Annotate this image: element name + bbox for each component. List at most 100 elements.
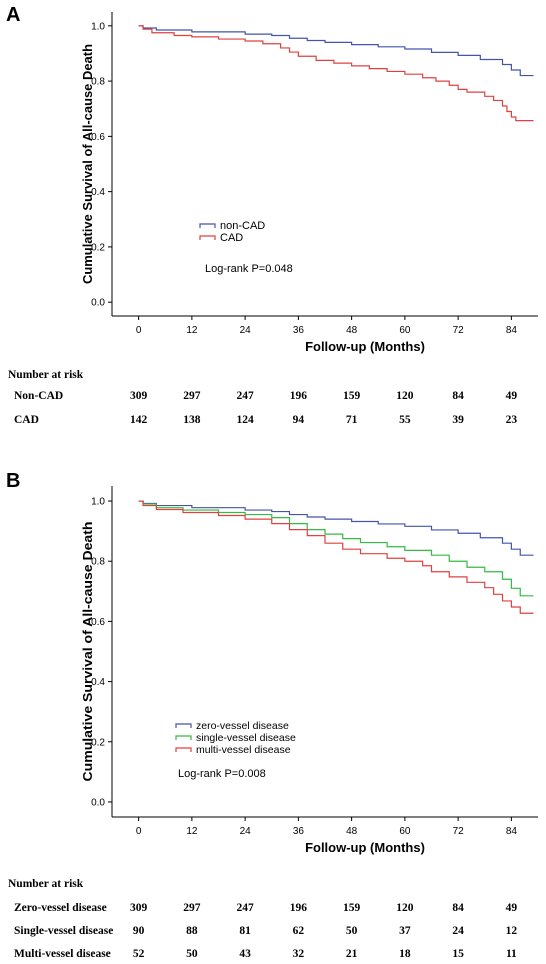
legend-swatch [199, 223, 216, 228]
risk-value: 15 [452, 948, 464, 960]
x-tick-label: 60 [399, 325, 411, 336]
risk-value: 49 [505, 902, 518, 914]
risk-value: 159 [343, 390, 361, 402]
risk-row-label: CAD [14, 414, 39, 426]
risk-value: 71 [345, 414, 358, 426]
risk-value: 196 [289, 902, 307, 914]
risk-value: 21 [345, 948, 358, 960]
risk-value: 62 [292, 925, 305, 937]
x-tick-label: 72 [453, 325, 465, 336]
risk-value: 12 [505, 925, 518, 937]
legend-swatch [175, 723, 192, 728]
y-tick-label: 0.2 [91, 737, 105, 748]
x-axis-label: Follow-up (Months) [305, 339, 425, 354]
risk-value: 196 [289, 390, 307, 402]
x-tick-label: 36 [293, 325, 305, 336]
panel-label: A [6, 4, 21, 26]
y-tick-label: 0.6 [91, 132, 105, 143]
y-tick-label: 0.8 [91, 557, 105, 568]
x-tick-label: 0 [136, 826, 142, 837]
legend-swatch [175, 747, 192, 752]
log-rank-annotation: Log-rank P=0.008 [178, 768, 266, 780]
x-tick-label: 24 [240, 826, 252, 837]
risk-value: 247 [236, 902, 254, 914]
y-tick-label: 1.0 [91, 497, 105, 508]
series-line-cad [138, 25, 534, 122]
legend-entry: zero-vessel disease [196, 720, 289, 732]
risk-value: 90 [132, 925, 145, 937]
series-line-non-cad [138, 25, 534, 77]
risk-value: 50 [345, 925, 358, 937]
y-tick-label: 0.0 [91, 797, 105, 808]
legend-swatch [175, 735, 192, 740]
survival-chart-b: 0.0 0.2 0.4 0.6 0.8 1.0 0 12 24 36 48 60 72 84 Follow-… [81, 486, 538, 855]
legend-entry: non-CAD [220, 220, 265, 232]
risk-value: 18 [399, 948, 411, 960]
legend-entry: multi-vessel disease [196, 744, 291, 756]
risk-value: 49 [505, 390, 518, 402]
x-axis-label: Follow-up (Months) [305, 840, 425, 855]
y-tick-label: 0.4 [91, 677, 105, 688]
risk-value: 24 [452, 925, 464, 937]
x-tick-label: 60 [399, 826, 411, 837]
y-axis-label: Cumulative Survival of All-cause Death [81, 44, 95, 284]
risk-row-label: Multi-vessel disease [14, 948, 111, 960]
x-tick-label: 48 [346, 826, 358, 837]
risk-value: 120 [396, 902, 414, 914]
x-tick-label: 72 [453, 826, 465, 837]
panel-label: B [6, 470, 21, 492]
risk-value: 120 [396, 390, 414, 402]
risk-row-label: Zero-vessel disease [14, 902, 107, 914]
risk-value: 11 [505, 948, 517, 960]
risk-value: 124 [236, 414, 254, 426]
y-axis-label: Cumulative Survival of All-cause Death [81, 522, 95, 782]
risk-value: 138 [183, 414, 201, 426]
panel-a: A 0.0 0.2 0.4 0.6 0.8 1.0 0 12 24 36 48 60 72 84 Follo… [0, 0, 546, 480]
risk-row-label: Single-vessel disease [14, 925, 114, 937]
x-tick-label: 12 [186, 325, 198, 336]
y-tick-label: 0.6 [91, 617, 105, 628]
risk-value: 142 [130, 414, 148, 426]
x-tick-label: 84 [506, 325, 518, 336]
risk-value: 23 [505, 414, 518, 426]
risk-row-label: Non-CAD [14, 390, 64, 402]
risk-value: 81 [239, 925, 251, 937]
risk-table-title: Number at risk [8, 369, 84, 381]
risk-value: 55 [399, 414, 411, 426]
risk-value: 84 [452, 390, 464, 402]
x-tick-label: 36 [293, 826, 305, 837]
series-line-zero-vessel-disease [138, 500, 534, 556]
risk-value: 297 [183, 902, 201, 914]
risk-value: 159 [343, 902, 361, 914]
risk-value: 43 [239, 948, 251, 960]
x-tick-label: 12 [186, 826, 198, 837]
risk-value: 52 [132, 948, 145, 960]
y-tick-label: 0.8 [91, 77, 105, 88]
risk-value: 37 [399, 925, 411, 937]
panel-b: B 0.0 0.2 0.4 0.6 0.8 1.0 0 12 24 36 48 60 72 84 Follo… [0, 470, 546, 964]
risk-value: 247 [236, 390, 254, 402]
log-rank-annotation: Log-rank P=0.048 [205, 263, 293, 275]
x-tick-label: 0 [136, 325, 142, 336]
risk-value: 94 [292, 414, 305, 426]
y-tick-label: 1.0 [91, 21, 105, 32]
risk-value: 297 [183, 390, 201, 402]
y-tick-label: 0.2 [91, 242, 105, 253]
y-tick-label: 0.4 [91, 187, 105, 198]
risk-value: 32 [292, 948, 305, 960]
risk-value: 84 [452, 902, 464, 914]
risk-table-title: Number at risk [8, 878, 84, 890]
legend-swatch [199, 235, 216, 240]
x-tick-label: 48 [346, 325, 358, 336]
risk-value: 39 [452, 414, 464, 426]
y-tick-label: 0.0 [91, 298, 105, 309]
legend-entry: single-vessel disease [196, 732, 296, 744]
x-tick-label: 24 [240, 325, 252, 336]
legend-entry: CAD [220, 232, 243, 244]
survival-chart-a: 0.0 0.2 0.4 0.6 0.8 1.0 0 12 24 36 48 60 72 84 Follow-… [81, 12, 538, 354]
risk-value: 88 [186, 925, 198, 937]
series-line-multi-vessel-disease [138, 500, 534, 614]
risk-value: 309 [130, 902, 148, 914]
risk-value: 309 [130, 390, 148, 402]
x-tick-label: 84 [506, 826, 518, 837]
